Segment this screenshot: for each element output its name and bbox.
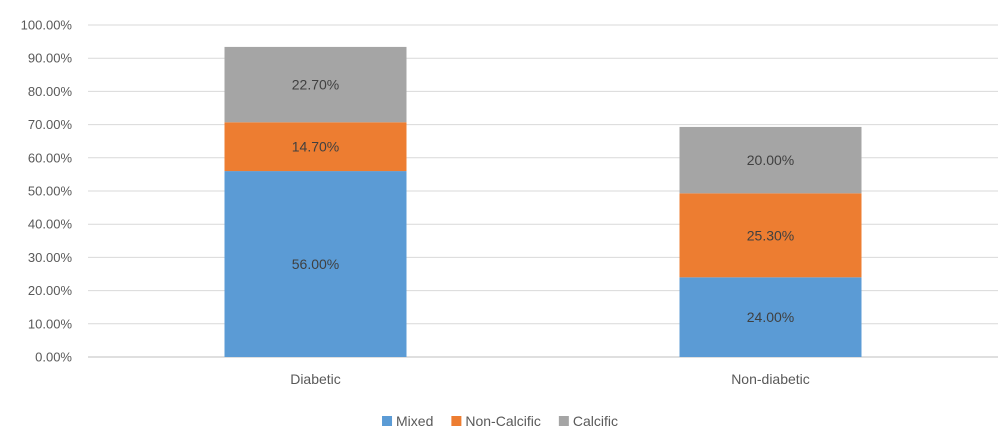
- y-tick-label: 60.00%: [28, 150, 73, 165]
- y-tick-label: 0.00%: [35, 350, 72, 365]
- y-tick-label: 40.00%: [28, 217, 73, 232]
- bar-segment-calcific: [679, 126, 862, 194]
- bar-segment-mixed: [224, 171, 407, 357]
- y-tick-label: 20.00%: [28, 283, 73, 298]
- bars: [224, 46, 862, 357]
- legend-swatch: [382, 416, 393, 426]
- legend-label: Calcific: [573, 413, 618, 429]
- y-tick-label: 30.00%: [28, 250, 73, 265]
- y-tick-label: 100.00%: [21, 18, 73, 33]
- y-axis-tick-labels: 0.00% 10.00% 20.00% 30.00% 40.00% 50.00% 60.00…: [21, 18, 73, 365]
- bar-segment-mixed: [679, 277, 862, 357]
- x-axis-category-labels: Diabetic Non-diabetic: [290, 371, 810, 387]
- y-tick-label: 50.00%: [28, 184, 73, 199]
- legend-item-calcific: Calcific: [558, 413, 618, 429]
- bar-segment-non-calcific: [679, 193, 862, 278]
- legend-item-non-calcific: Non-Calcific: [451, 413, 541, 429]
- data-label: 14.70%: [292, 139, 339, 155]
- legend: Mixed Non-Calcific Calcific: [382, 413, 618, 429]
- y-tick-label: 90.00%: [28, 51, 73, 66]
- bar-segment-non-calcific: [224, 122, 407, 172]
- y-tick-label: 10.00%: [28, 316, 73, 331]
- legend-swatch: [558, 416, 569, 426]
- data-label: 25.30%: [747, 227, 794, 243]
- data-label: 20.00%: [747, 152, 794, 168]
- bar-segment-calcific: [224, 46, 407, 123]
- y-tick-label: 70.00%: [28, 117, 73, 132]
- legend-label: Non-Calcific: [465, 413, 540, 429]
- data-label: 56.00%: [292, 256, 339, 272]
- data-label: 22.70%: [292, 77, 339, 93]
- x-category-label: Diabetic: [290, 371, 341, 387]
- data-label: 24.00%: [747, 309, 794, 325]
- legend-item-mixed: Mixed: [382, 413, 433, 429]
- legend-label: Mixed: [396, 413, 433, 429]
- data-labels: 56.00% 14.70% 22.70% 24.00% 25.30% 20.00%: [292, 77, 794, 326]
- legend-swatch: [451, 416, 462, 426]
- y-tick-label: 80.00%: [28, 84, 73, 99]
- x-category-label: Non-diabetic: [731, 371, 810, 387]
